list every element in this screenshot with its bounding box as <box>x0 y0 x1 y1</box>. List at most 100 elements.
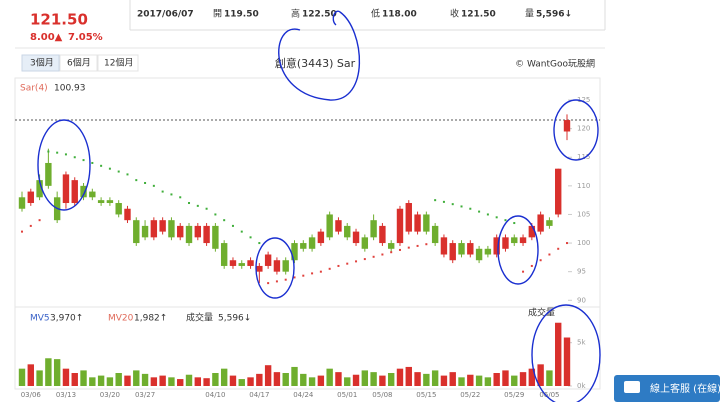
tab-label[interactable]: 3個月 <box>30 57 54 69</box>
label: 開 <box>213 9 222 20</box>
sar-dot <box>135 179 138 182</box>
sar-dot <box>267 282 270 285</box>
candle-body <box>124 208 131 221</box>
tab[interactable] <box>59 54 98 72</box>
sar-dot <box>495 216 498 219</box>
volume-bar <box>282 373 289 386</box>
candle-body <box>484 248 492 255</box>
x-tick-label: 03/20 <box>100 391 120 399</box>
sar-dot <box>539 259 542 262</box>
tab-label[interactable]: 6個月 <box>67 57 91 69</box>
price: 121.50 <box>30 11 88 29</box>
candle-body <box>361 237 369 249</box>
candle-body <box>159 220 166 232</box>
sar-dot <box>557 247 560 250</box>
x-tick-label: 03/27 <box>135 391 155 399</box>
y-tick-label: 90 <box>577 296 586 304</box>
y-tick-label: 0k <box>577 382 586 390</box>
volume-bar <box>133 370 140 386</box>
candle-body <box>194 225 202 238</box>
volume-bar <box>106 377 114 386</box>
candle-body <box>27 191 34 204</box>
candle-body <box>18 197 26 209</box>
low: 118.00 <box>382 10 417 20</box>
sar-dot <box>188 202 191 205</box>
legend-name: MV20 <box>108 314 134 324</box>
sar-dot <box>311 272 314 275</box>
volume-bar <box>194 377 202 386</box>
candle-body <box>273 260 281 272</box>
legend-value: 3,970↑ <box>50 314 83 324</box>
y-tick-label: 125 <box>577 96 590 104</box>
tab[interactable] <box>97 54 139 72</box>
chat-label[interactable]: 線上客服 (在線) <box>650 382 720 395</box>
volume-bar <box>317 375 325 386</box>
volume-bar <box>141 373 149 386</box>
label: 收 <box>450 8 459 20</box>
x-tick-label: 04/17 <box>249 391 269 399</box>
sar-dot <box>319 270 322 273</box>
sar-dot <box>522 270 525 273</box>
volume-bar <box>18 368 26 386</box>
volume-bar <box>467 374 474 386</box>
candle-body <box>537 214 544 232</box>
candle-body <box>150 220 158 238</box>
volume-bar <box>150 377 158 386</box>
candle-body <box>555 168 562 215</box>
volume-bar <box>449 372 456 386</box>
candle-body <box>168 220 175 238</box>
y-tick-label: 5k <box>577 339 586 347</box>
volume-bar <box>273 372 281 386</box>
sar-dot <box>64 153 67 156</box>
sar-dot <box>407 246 410 249</box>
annotation-circle <box>278 10 361 101</box>
legend-value: 100.93 <box>54 84 86 94</box>
x-tick-label: 04/24 <box>293 391 314 399</box>
sar-dot <box>372 255 375 258</box>
candle-body <box>335 220 342 232</box>
label: 低 <box>371 8 380 20</box>
volume-bar <box>475 375 483 386</box>
chart-title: 創意(3443) Sar <box>275 56 356 70</box>
sar-dot <box>442 200 445 203</box>
candle-body <box>440 237 448 255</box>
sar-dot <box>144 181 147 184</box>
candle-body <box>317 231 325 244</box>
volume-bar <box>124 375 131 386</box>
candle-body <box>449 243 456 261</box>
tab-label[interactable]: 12個月 <box>104 57 133 69</box>
label: 量 <box>525 9 534 20</box>
annotation-circle <box>531 304 601 402</box>
sar-dot <box>530 264 533 267</box>
candle-body <box>352 231 360 244</box>
chat-button[interactable] <box>614 375 720 402</box>
sar-dot <box>355 260 358 263</box>
volume-bar <box>361 370 369 386</box>
volume-bar <box>203 378 210 386</box>
candle-body <box>256 265 263 272</box>
volume-bar <box>414 372 421 386</box>
candle-body <box>379 225 386 244</box>
volume-bar <box>212 373 219 386</box>
axis-title: 成交量 <box>528 307 555 319</box>
legend-value: 1,982↑ <box>134 314 167 324</box>
volume-bar <box>27 364 34 386</box>
tab-selected[interactable] <box>21 54 60 72</box>
volume-bar <box>563 337 571 386</box>
candle-body <box>563 120 571 132</box>
x-tick-label: 04/10 <box>205 391 225 399</box>
sar-dot <box>302 274 305 277</box>
volume-bar <box>36 370 43 386</box>
chat-icon[interactable] <box>624 381 640 393</box>
sar-dot <box>416 244 419 247</box>
legend-name: MV5 <box>30 314 50 324</box>
x-tick-label: 05/08 <box>372 391 392 399</box>
volume-bar <box>396 368 404 386</box>
volume-bar <box>229 375 237 386</box>
volume-bar <box>238 379 245 386</box>
sar-dot <box>390 251 393 254</box>
volume-bar <box>185 374 193 386</box>
candle-body <box>71 180 78 204</box>
candle-body <box>502 237 509 249</box>
volume-bar <box>97 375 105 386</box>
